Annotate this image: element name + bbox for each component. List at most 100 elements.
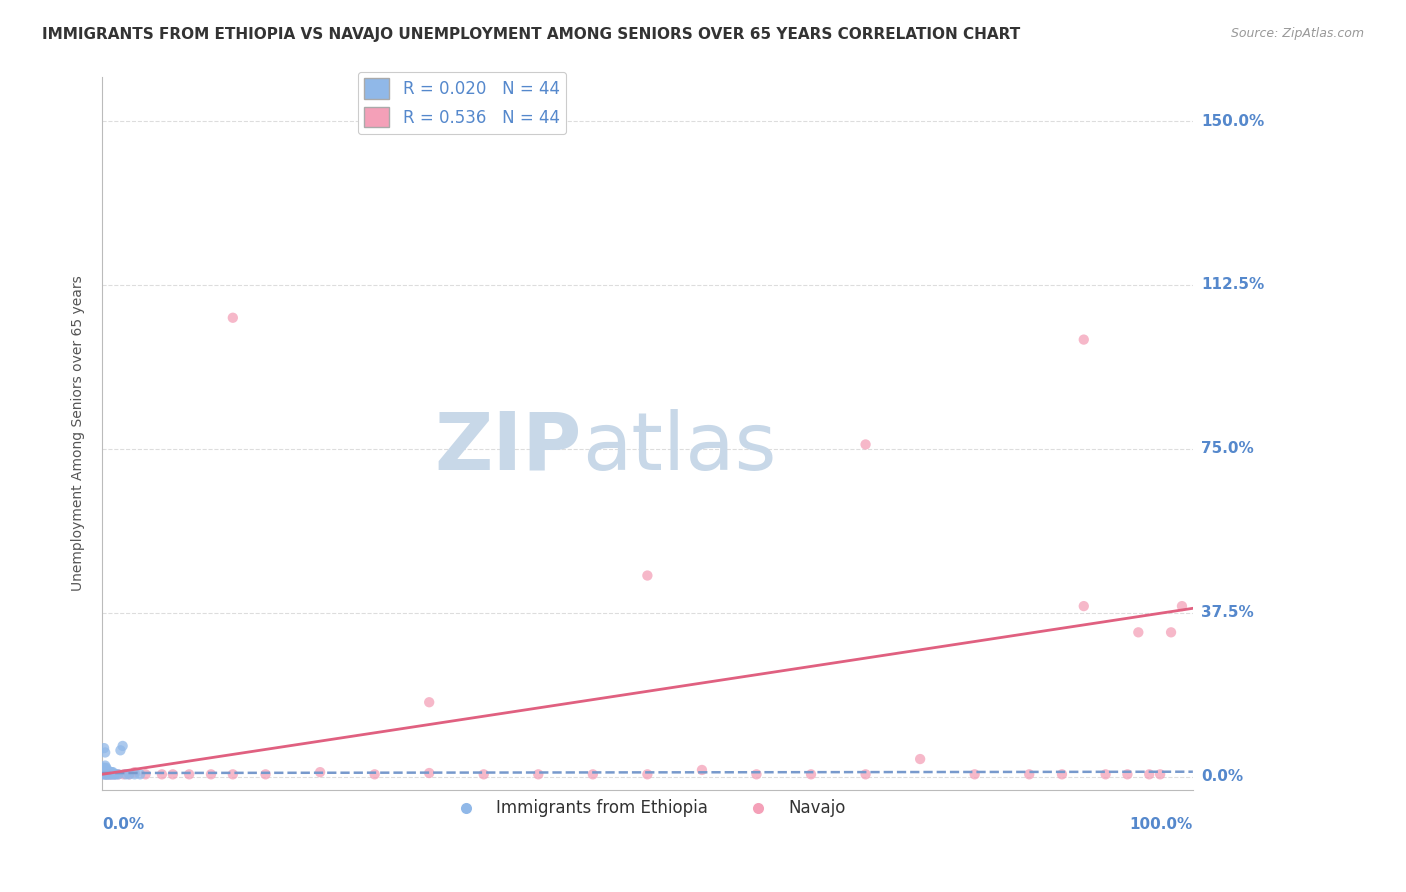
Point	[135, 767, 157, 781]
Point	[124, 765, 146, 780]
Point	[908, 752, 931, 766]
Point	[855, 767, 877, 781]
Point	[222, 767, 245, 781]
Point	[1137, 767, 1160, 781]
Point	[97, 765, 120, 780]
Point	[200, 767, 222, 781]
Text: IMMIGRANTS FROM ETHIOPIA VS NAVAJO UNEMPLOYMENT AMONG SENIORS OVER 65 YEARS CORR: IMMIGRANTS FROM ETHIOPIA VS NAVAJO UNEMP…	[42, 27, 1021, 42]
Point	[94, 765, 117, 780]
Point	[98, 765, 121, 780]
Point	[150, 767, 173, 781]
Point	[162, 767, 184, 781]
Point	[124, 767, 146, 781]
Legend: Immigrants from Ethiopia, Navajo: Immigrants from Ethiopia, Navajo	[443, 793, 852, 824]
Point	[93, 765, 115, 780]
Point	[100, 767, 122, 781]
Point	[93, 764, 115, 779]
Point	[118, 767, 141, 781]
Point	[1128, 625, 1150, 640]
Text: 112.5%: 112.5%	[1201, 277, 1264, 293]
Point	[110, 743, 132, 757]
Point	[94, 766, 117, 780]
Point	[100, 767, 122, 781]
Point	[91, 763, 114, 777]
Point	[93, 767, 115, 781]
Y-axis label: Unemployment Among Seniors over 65 years: Unemployment Among Seniors over 65 years	[72, 276, 86, 591]
Point	[118, 767, 141, 781]
Point	[527, 767, 550, 781]
Point	[98, 767, 121, 781]
Point	[1073, 599, 1095, 614]
Point	[1050, 767, 1073, 781]
Point	[96, 765, 118, 780]
Point	[96, 767, 118, 781]
Text: 100.0%: 100.0%	[1129, 817, 1192, 832]
Point	[104, 767, 127, 781]
Point	[91, 767, 114, 781]
Point	[100, 765, 122, 780]
Point	[101, 765, 124, 780]
Point	[363, 767, 385, 781]
Point	[418, 695, 440, 709]
Point	[112, 767, 135, 781]
Text: 0.0%: 0.0%	[1201, 769, 1243, 784]
Point	[94, 767, 117, 781]
Point	[582, 767, 605, 781]
Point	[97, 767, 120, 781]
Point	[115, 767, 138, 781]
Point	[636, 767, 658, 781]
Point	[96, 765, 118, 780]
Point	[96, 761, 118, 775]
Point	[101, 767, 124, 781]
Point	[222, 310, 245, 325]
Point	[1094, 767, 1116, 781]
Text: 37.5%: 37.5%	[1201, 605, 1254, 620]
Point	[472, 767, 495, 781]
Text: atlas: atlas	[582, 409, 776, 487]
Point	[94, 767, 117, 781]
Point	[94, 746, 117, 760]
Point	[93, 763, 115, 777]
Point	[690, 763, 713, 777]
Point	[91, 761, 114, 775]
Point	[963, 767, 986, 781]
Point	[105, 767, 128, 781]
Point	[179, 767, 201, 781]
Point	[855, 437, 877, 451]
Point	[418, 766, 440, 780]
Point	[254, 767, 277, 781]
Point	[93, 761, 115, 775]
Point	[100, 765, 122, 780]
Text: 0.0%: 0.0%	[101, 817, 143, 832]
Text: ZIP: ZIP	[434, 409, 582, 487]
Text: 75.0%: 75.0%	[1201, 442, 1254, 457]
Point	[96, 767, 118, 781]
Point	[100, 767, 122, 781]
Point	[98, 767, 121, 781]
Point	[111, 739, 134, 753]
Point	[1160, 625, 1182, 640]
Point	[94, 758, 117, 772]
Text: Source: ZipAtlas.com: Source: ZipAtlas.com	[1230, 27, 1364, 40]
Point	[96, 767, 118, 781]
Point	[745, 767, 768, 781]
Point	[94, 763, 117, 777]
Point	[800, 767, 823, 781]
Point	[96, 767, 118, 781]
Point	[129, 767, 152, 781]
Point	[107, 767, 129, 781]
Point	[104, 767, 127, 781]
Point	[93, 741, 115, 756]
Point	[1018, 767, 1040, 781]
Point	[1116, 767, 1139, 781]
Point	[103, 767, 125, 781]
Point	[94, 762, 117, 776]
Point	[1171, 599, 1194, 614]
Point	[309, 765, 332, 780]
Point	[91, 765, 114, 780]
Point	[1149, 767, 1171, 781]
Point	[96, 763, 118, 777]
Text: 150.0%: 150.0%	[1201, 113, 1264, 128]
Point	[107, 767, 129, 781]
Point	[636, 568, 658, 582]
